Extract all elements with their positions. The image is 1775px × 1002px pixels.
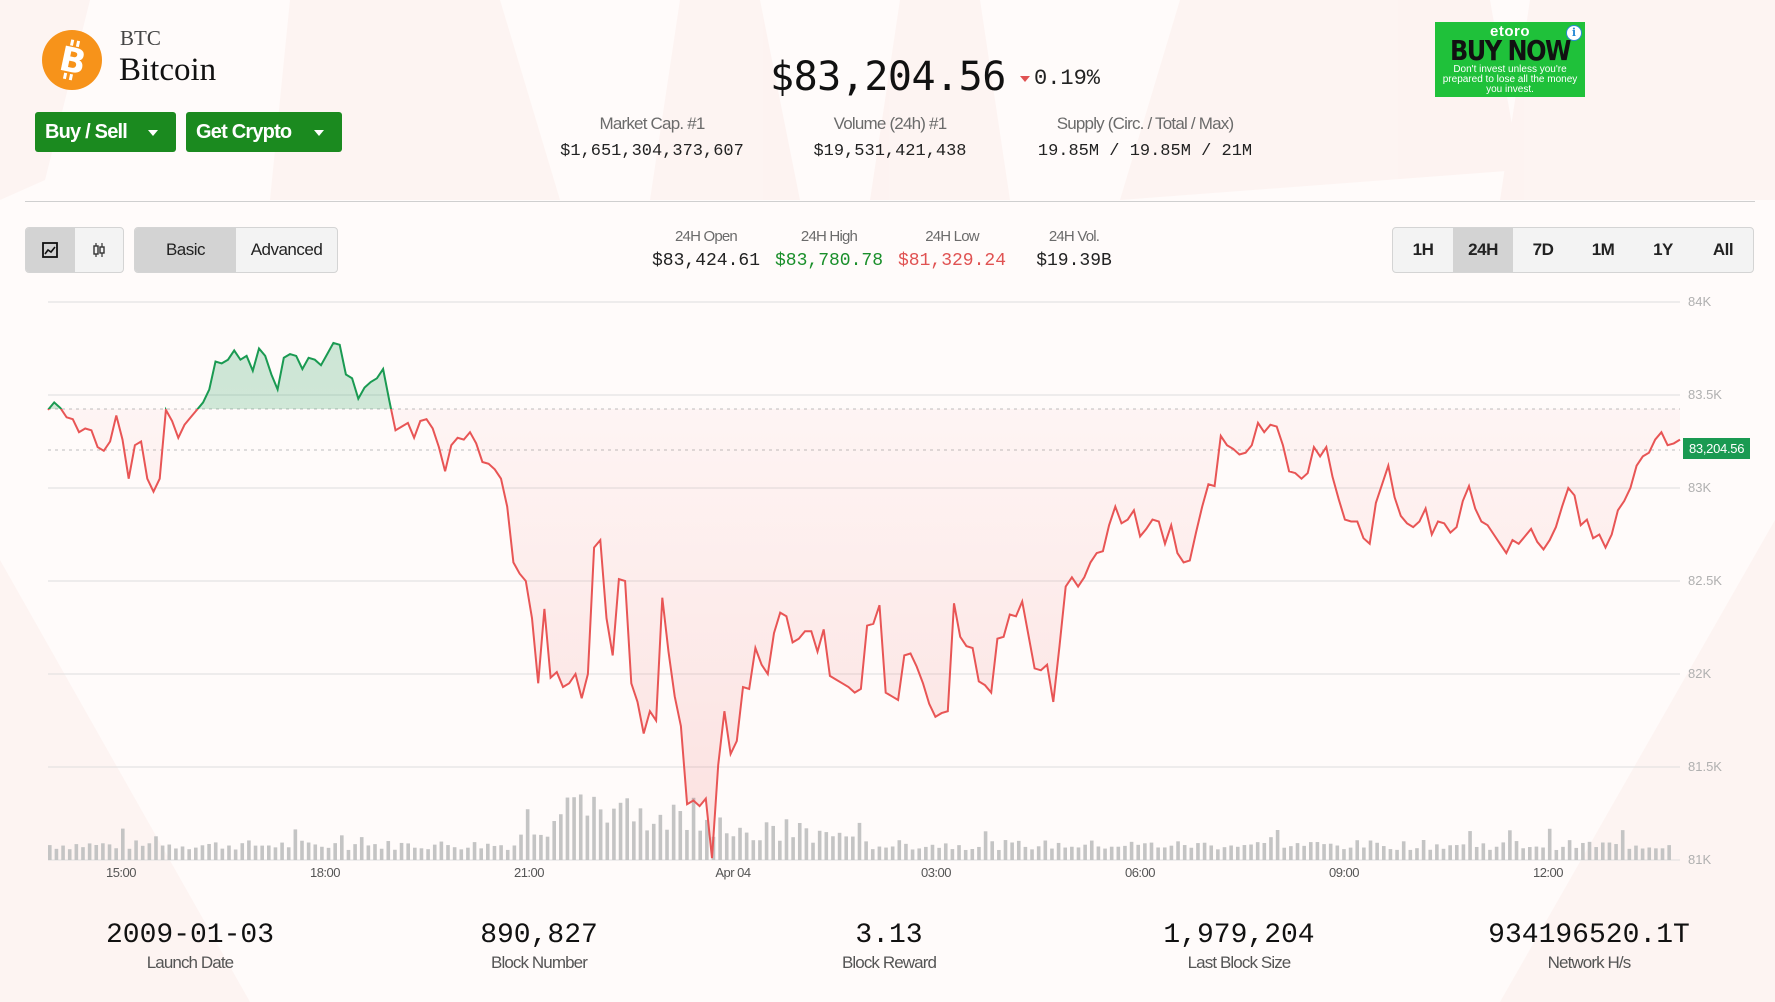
ohlc-value: $83,424.61 [651,251,761,271]
ohlc-value: $83,780.78 [774,251,884,271]
volume-stat: Volume (24h) #1 $19,531,421,438 [790,114,990,161]
ohlc-label: 24H Vol. [1048,228,1100,245]
network-hashrate-stat: 934196520.1T Network H/s [1459,920,1719,973]
stat-label: Launch Date [146,953,234,972]
header-divider [25,201,1755,202]
x-tick: Apr 04 [715,865,751,880]
get-crypto-label: Get Crypto [196,120,292,143]
stat-value: 934196520.1T [1488,920,1690,951]
ohlc-volume: 24H Vol. $19.39B [1018,228,1130,271]
x-tick: 15:00 [105,865,137,880]
stat-label: Block Reward [841,953,937,972]
market-cap-stat: Market Cap. #1 $1,651,304,373,607 [552,114,752,161]
down-arrow-icon [1020,75,1030,82]
chevron-down-icon [314,130,324,136]
stat-label: Network H/s [1547,953,1632,972]
candlestick-icon [93,243,105,257]
time-range-toggle: 1H 24H 7D 1M 1Y All [1392,227,1754,273]
x-tick: 03:00 [920,865,952,880]
x-tick: 18:00 [309,865,341,880]
stat-value: 2009-01-03 [105,920,275,951]
y-tick: 84K [1688,294,1712,309]
stat-label: Volume (24h) #1 [833,114,948,133]
chart-type-toggle [25,227,124,273]
stat-value: 19.85M / 19.85M / 21M [1037,142,1253,161]
mode-basic-button[interactable]: Basic [135,228,236,272]
ohlc-label: 24H High [800,228,858,245]
y-tick: 81.5K [1688,759,1722,774]
ohlc-label: 24H Low [925,228,979,245]
x-tick: 21:00 [513,865,545,880]
price-change: 0.19% [1020,66,1100,91]
chart-mode-toggle: Basic Advanced [134,227,338,273]
stat-label: Last Block Size [1187,953,1292,972]
stat-value: 1,979,204 [1163,920,1315,951]
coin-name: Bitcoin [119,52,217,88]
etoro-ad-banner[interactable]: etoro BUY NOW Don't invest unless you're… [1435,22,1585,97]
stat-value: 3.13 [855,920,923,951]
ohlc-open: 24H Open $83,424.61 [650,228,762,271]
ohlc-value: $19.39B [1036,251,1112,271]
block-number-stat: 890,827 Block Number [409,920,669,973]
line-chart-button[interactable] [26,228,75,272]
range-1y-button[interactable]: 1Y [1653,240,1673,259]
price-line-up [47,341,393,410]
y-tick: 82.5K [1688,573,1722,588]
ohlc-high: 24H High $83,780.78 [772,228,886,271]
buy-sell-label: Buy / Sell [45,120,128,143]
range-7d-button[interactable]: 7D [1532,240,1554,259]
launch-date-stat: 2009-01-03 Launch Date [60,920,320,973]
buy-sell-button[interactable]: Buy / Sell [35,112,176,152]
bitcoin-logo-icon: B [42,30,102,90]
last-block-size-stat: 1,979,204 Last Block Size [1109,920,1369,973]
chevron-down-icon [148,130,158,136]
range-24h-button[interactable]: 24H [1453,228,1513,272]
candlestick-chart-button[interactable] [75,228,124,272]
current-price: $83,204.56 [770,54,1006,100]
stat-label: Block Number [491,953,588,972]
x-tick: 09:00 [1328,865,1360,880]
get-crypto-button[interactable]: Get Crypto [186,112,342,152]
stat-value: $19,531,421,438 [813,142,967,161]
stat-label: Market Cap. #1 [599,114,705,133]
y-tick: 83K [1688,480,1712,495]
range-1h-button[interactable]: 1H [1412,240,1434,259]
current-price-tag: 83,204.56 [1683,438,1751,459]
x-tick: 12:00 [1532,865,1564,880]
ad-cta: BUY NOW [1450,34,1571,68]
ohlc-value: $81,329.24 [897,251,1007,271]
info-icon[interactable]: i [1566,25,1582,41]
coin-symbol: BTC [120,26,161,50]
price-chart-canvas[interactable] [0,290,1775,890]
ad-disclaimer: Don't invest unless you're prepared to l… [1442,64,1578,95]
stat-value: $1,651,304,373,607 [560,142,744,161]
price-line-down [47,409,1681,859]
mode-advanced-button[interactable]: Advanced [250,240,323,259]
block-reward-stat: 3.13 Block Reward [759,920,1019,973]
y-tick: 81K [1688,852,1712,867]
x-tick: 06:00 [1124,865,1156,880]
ohlc-low: 24H Low $81,329.24 [895,228,1009,271]
price-chart[interactable]: 84K 83.5K 83K 82.5K 82K 81.5K 81K 83,204… [0,290,1775,890]
range-1m-button[interactable]: 1M [1591,240,1615,259]
price-change-value: 0.19% [1034,66,1101,91]
stat-label: Supply (Circ. / Total / Max) [1056,114,1234,133]
ohlc-label: 24H Open [675,228,738,245]
range-all-button[interactable]: All [1712,240,1734,259]
supply-stat: Supply (Circ. / Total / Max) 19.85M / 19… [1025,114,1265,161]
line-chart-icon [42,242,59,258]
y-tick: 83.5K [1688,387,1722,402]
y-tick: 82K [1688,666,1712,681]
stat-value: 890,827 [480,920,598,951]
